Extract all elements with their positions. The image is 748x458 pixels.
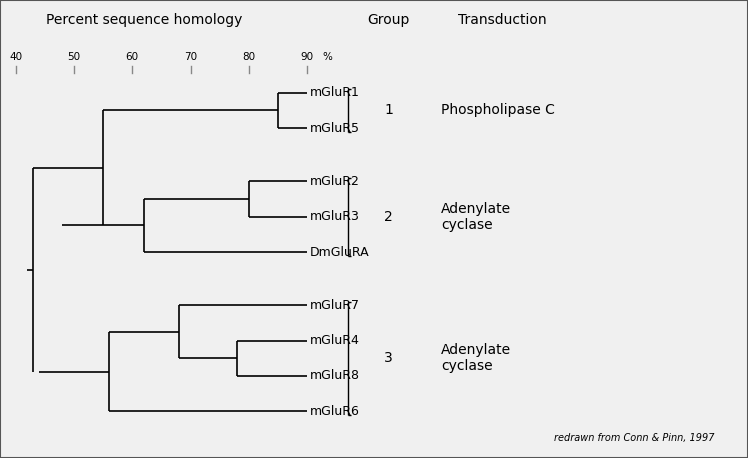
Text: mGluR1: mGluR1 [310, 86, 360, 99]
Text: mGluR8: mGluR8 [310, 370, 360, 382]
Text: Adenylate
cyclase: Adenylate cyclase [441, 343, 511, 373]
Text: Phospholipase C: Phospholipase C [441, 104, 555, 117]
Text: mGluR4: mGluR4 [310, 334, 360, 347]
Text: 40: 40 [9, 52, 22, 61]
Text: 90: 90 [301, 52, 313, 61]
Text: mGluR7: mGluR7 [310, 299, 360, 311]
Text: 1: 1 [384, 104, 393, 117]
Text: Transduction: Transduction [459, 13, 547, 27]
Text: redrawn from Conn & Pinn, 1997: redrawn from Conn & Pinn, 1997 [554, 433, 714, 443]
Text: 2: 2 [384, 210, 393, 224]
Text: mGluR3: mGluR3 [310, 210, 360, 223]
Text: mGluR6: mGluR6 [310, 405, 360, 418]
Text: DmGluRA: DmGluRA [310, 245, 370, 258]
Text: mGluR2: mGluR2 [310, 174, 360, 188]
Text: Group: Group [367, 13, 410, 27]
Text: 60: 60 [126, 52, 139, 61]
Text: %: % [322, 52, 332, 61]
Text: Percent sequence homology: Percent sequence homology [46, 13, 242, 27]
Text: Adenylate
cyclase: Adenylate cyclase [441, 202, 511, 232]
Text: 70: 70 [184, 52, 197, 61]
Text: 3: 3 [384, 351, 393, 365]
Text: 50: 50 [67, 52, 81, 61]
Text: 80: 80 [242, 52, 255, 61]
Text: mGluR5: mGluR5 [310, 121, 360, 135]
